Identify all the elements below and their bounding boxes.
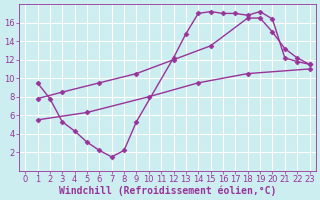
X-axis label: Windchill (Refroidissement éolien,°C): Windchill (Refroidissement éolien,°C) — [59, 185, 276, 196]
